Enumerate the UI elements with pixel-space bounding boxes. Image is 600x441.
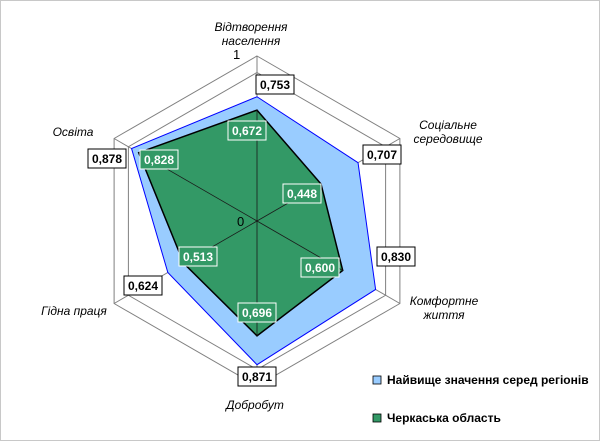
- axis-label-0: Відтворення населення: [215, 20, 289, 48]
- legend-label-1: Черкаська область: [387, 411, 501, 425]
- max-value-label-2: 0,830: [381, 250, 411, 264]
- legend-swatch-1: [373, 414, 381, 422]
- tick-label-0: 0: [237, 214, 244, 229]
- axis-label-4: Гідна праця: [41, 304, 107, 318]
- max-value-label-4: 0,624: [128, 279, 158, 293]
- legend-swatch-0: [373, 376, 381, 384]
- axis-label-2: Комфортне життя: [410, 294, 479, 322]
- max-value-label-0: 0,753: [260, 78, 290, 92]
- max-value-label-3: 0,871: [242, 370, 272, 384]
- axis-label-5: Освіта: [53, 125, 94, 139]
- region-value-label-5: 0,828: [144, 153, 174, 167]
- region-value-label-0: 0,672: [232, 124, 262, 138]
- max-value-label-1: 0,707: [367, 148, 397, 162]
- axis-label-1: Соціальне середовище: [413, 118, 482, 146]
- radar-chart-svg: 0 1Відтворення населення Соціальне середовищ…: [1, 1, 599, 440]
- region-value-label-3: 0,696: [242, 306, 272, 320]
- region-value-label-1: 0,448: [287, 187, 317, 201]
- legend-label-0: Найвище значення серед регіонів: [387, 373, 589, 387]
- radar-chart: 0 1 Відтворення населення Соціальне середовищ…: [0, 0, 600, 441]
- region-value-label-4: 0,513: [183, 250, 213, 264]
- region-value-label-2: 0,600: [305, 261, 335, 275]
- axis-label-3: Добробут: [224, 398, 284, 412]
- tick-label-1: 1: [233, 47, 240, 62]
- max-value-label-5: 0,878: [92, 152, 122, 166]
